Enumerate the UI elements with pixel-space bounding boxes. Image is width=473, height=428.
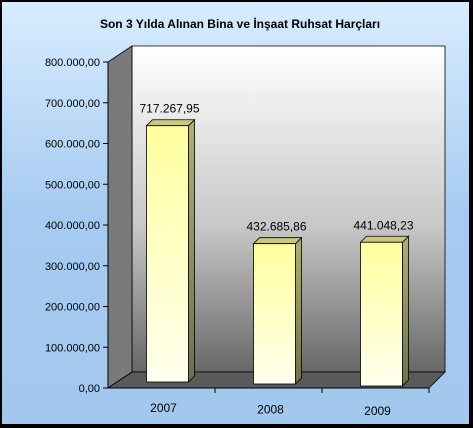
bar-top (252, 237, 303, 245)
chart-left-wall (107, 45, 133, 389)
bar-side (188, 118, 195, 383)
bar-side (402, 235, 409, 387)
y-tick-label: 300.000,00 (45, 261, 100, 273)
bar-side (295, 236, 302, 385)
y-tick-label: 700.000,00 (45, 98, 100, 110)
x-tick-label: 2007 (150, 401, 177, 415)
bar-front (146, 125, 189, 383)
bar-front (360, 241, 403, 387)
chart-frame: Son 3 Yılda Alınan Bina ve İnşaat Ruhsat… (2, 2, 469, 424)
y-tick-label: 400.000,00 (45, 220, 100, 232)
bar-data-label: 717.267,95 (139, 102, 199, 116)
y-tick-label: 0,00 (79, 383, 100, 395)
bar-2007 (145, 118, 196, 383)
bar-top (145, 119, 196, 127)
bar-2008 (252, 236, 303, 385)
x-axis-labels: 2007 2008 2009 (150, 388, 430, 418)
y-tick-label: 100.000,00 (45, 342, 100, 354)
bar-data-label: 432.685,86 (246, 220, 306, 234)
y-axis-ticks: 0,00 100.000,00 200.000,00 300.000,00 400.00… (45, 57, 108, 395)
x-tick-label: 2009 (364, 404, 391, 418)
chart-title: Son 3 Yılda Alınan Bina ve İnşaat Ruhsat… (100, 16, 380, 31)
bar-2009 (359, 235, 410, 387)
chart-svg: Son 3 Yılda Alınan Bina ve İnşaat Ruhsat… (2, 2, 469, 424)
y-tick-label: 500.000,00 (45, 179, 100, 191)
y-tick-label: 600.000,00 (45, 139, 100, 151)
bars-group: 717.267,95 432.685,86 441.048,23 (139, 102, 414, 387)
x-tick-label: 2008 (257, 403, 284, 417)
bar-front (253, 243, 296, 385)
y-tick-label: 800.000,00 (45, 57, 100, 69)
bar-top (359, 235, 410, 243)
y-tick-label: 200.000,00 (45, 302, 100, 314)
bar-data-label: 441.048,23 (353, 218, 413, 232)
